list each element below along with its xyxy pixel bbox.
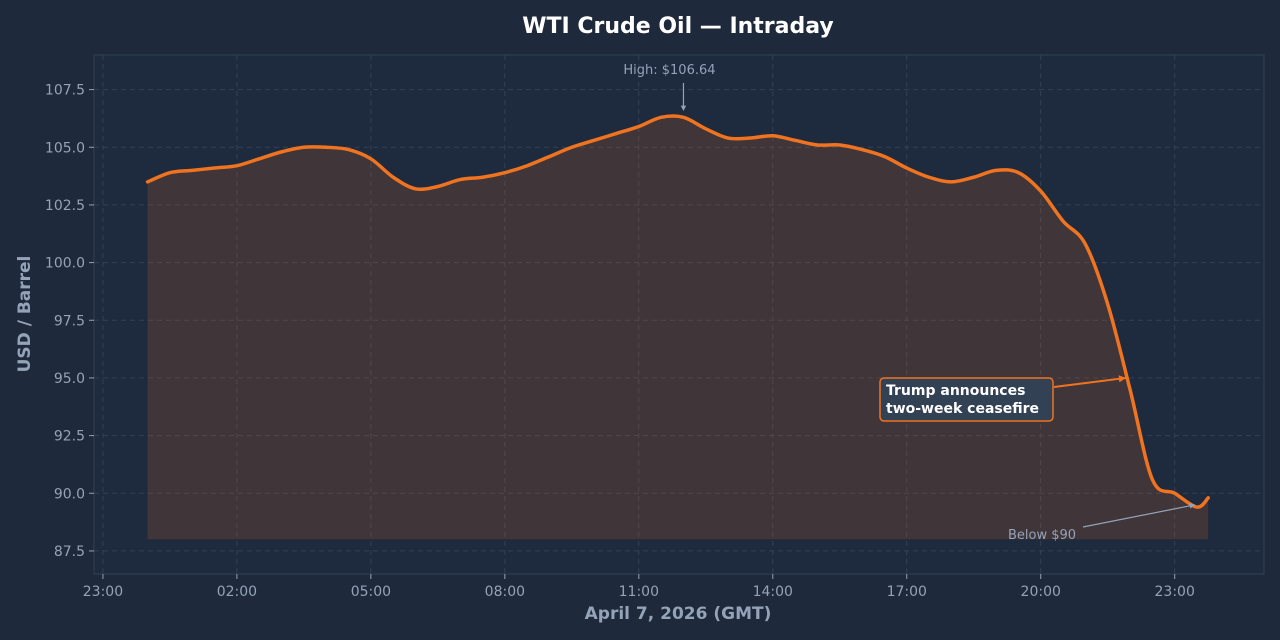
data-point [593, 139, 595, 141]
data-point [772, 135, 774, 137]
data-point [1196, 506, 1198, 508]
x-tick-label: 05:00 [351, 584, 391, 600]
x-tick-label: 17:00 [887, 584, 927, 600]
x-axis-ticks: 23:00 02:00 05:00 08:00 11:00 14:00 17:00 20:00… [83, 574, 1195, 600]
data-point [236, 165, 238, 167]
data-point [347, 148, 349, 150]
x-tick-label: 23:00 [1155, 584, 1195, 600]
y-tick-label: 100.0 [45, 256, 85, 272]
below-90-annotation-arrow [1082, 504, 1196, 528]
data-point [1207, 497, 1209, 499]
data-point [682, 116, 684, 118]
x-tick-label: 11:00 [619, 584, 659, 600]
high-annotation-label: High: $106.64 [623, 63, 715, 78]
data-point [660, 116, 662, 118]
data-point [526, 165, 528, 167]
x-tick-label: 02:00 [217, 584, 257, 600]
ceasefire-annotation-arrow [1053, 376, 1127, 388]
data-point [146, 181, 148, 183]
data-point [414, 188, 416, 190]
y-tick-label: 92.5 [54, 429, 85, 445]
x-tick-label: 14:00 [753, 584, 793, 600]
data-point [638, 125, 640, 127]
data-point [928, 176, 930, 178]
ceasefire-annotation-line-2: two-week ceasefire [886, 401, 1039, 417]
data-point [950, 181, 952, 183]
x-tick-label: 23:00 [83, 584, 123, 600]
data-point [213, 167, 215, 169]
high-annotation-arrowhead [680, 105, 687, 111]
data-point [1107, 303, 1109, 305]
data-point [705, 128, 707, 130]
y-tick-label: 105.0 [45, 140, 85, 156]
data-point [370, 158, 372, 160]
data-point [191, 169, 193, 171]
data-point [548, 155, 550, 157]
ceasefire-annotation-arrowhead [1118, 375, 1127, 383]
below-90-annotation-label: Below $90 [1008, 528, 1076, 543]
data-point [1040, 190, 1042, 192]
data-point [504, 171, 506, 173]
below-90-annotation-arrowhead [1189, 503, 1196, 509]
ceasefire-annotation-line-1: Trump announces [886, 383, 1025, 399]
data-point [280, 151, 282, 153]
y-tick-label: 90.0 [54, 486, 85, 502]
data-point [1173, 492, 1175, 494]
data-point [615, 132, 617, 134]
area-fill [147, 115, 1209, 540]
data-point [906, 167, 908, 169]
data-point [1062, 220, 1064, 222]
grid [94, 55, 1264, 574]
data-point [459, 178, 461, 180]
data-point [1151, 478, 1153, 480]
plot-area [93, 54, 1265, 575]
x-axis-label: April 7, 2026 (GMT) [585, 604, 772, 624]
data-point [995, 169, 997, 171]
data-point [169, 171, 171, 173]
data-point [861, 148, 863, 150]
data-point [749, 137, 751, 139]
y-axis-label: USD / Barrel [15, 256, 35, 373]
ceasefire-annotation-box [879, 377, 1054, 422]
data-point [1084, 243, 1086, 245]
data-point [325, 146, 327, 148]
y-axis-ticks: 87.5 90.0 92.5 95.0 97.5 100.0 102.5 105.0 107.5 [45, 83, 94, 560]
y-tick-label: 95.0 [54, 371, 85, 387]
series-line [145, 114, 1210, 509]
data-point [794, 139, 796, 141]
chart-title: WTI Crude Oil — Intraday [522, 14, 834, 39]
data-point [1129, 388, 1131, 390]
x-tick-label: 08:00 [485, 584, 525, 600]
data-point [571, 146, 573, 148]
data-point [437, 185, 439, 187]
data-point [816, 144, 818, 146]
y-tick-label: 97.5 [54, 313, 85, 329]
data-point [481, 176, 483, 178]
data-point [392, 176, 394, 178]
data-point [727, 137, 729, 139]
x-tick-label: 20:00 [1021, 584, 1061, 600]
y-tick-label: 107.5 [45, 83, 85, 99]
data-point [883, 155, 885, 157]
data-point [303, 146, 305, 148]
data-point [973, 176, 975, 178]
data-point [258, 158, 260, 160]
data-point [1017, 171, 1019, 173]
y-tick-label: 87.5 [54, 544, 85, 560]
y-tick-label: 102.5 [45, 198, 85, 214]
data-point [839, 144, 841, 146]
